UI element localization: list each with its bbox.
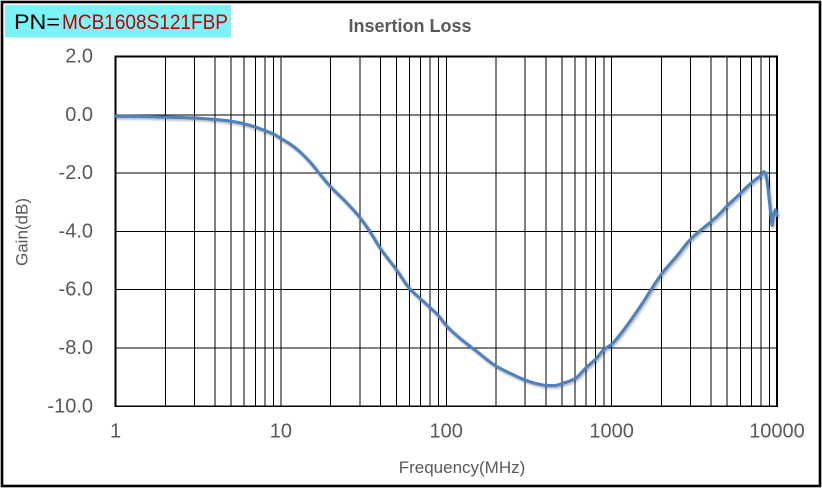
svg-text:10000: 10000 xyxy=(749,421,805,443)
svg-text:0.0: 0.0 xyxy=(65,104,93,126)
svg-text:-4.0: -4.0 xyxy=(59,220,93,242)
svg-text:PN=MCB1608S121FBP: PN=MCB1608S121FBP xyxy=(14,10,228,34)
svg-text:2.0: 2.0 xyxy=(65,46,93,68)
svg-text:1: 1 xyxy=(110,421,121,443)
svg-text:Insertion Loss: Insertion Loss xyxy=(348,16,471,36)
svg-text:Gain(dB): Gain(dB) xyxy=(13,198,32,266)
svg-text:100: 100 xyxy=(430,421,463,443)
svg-text:-6.0: -6.0 xyxy=(59,279,93,301)
svg-text:-8.0: -8.0 xyxy=(59,337,93,359)
svg-text:-10.0: -10.0 xyxy=(47,395,93,417)
svg-text:-2.0: -2.0 xyxy=(59,162,93,184)
svg-text:1000: 1000 xyxy=(589,421,634,443)
svg-text:10: 10 xyxy=(270,421,292,443)
svg-text:Frequency(MHz): Frequency(MHz) xyxy=(399,458,526,477)
